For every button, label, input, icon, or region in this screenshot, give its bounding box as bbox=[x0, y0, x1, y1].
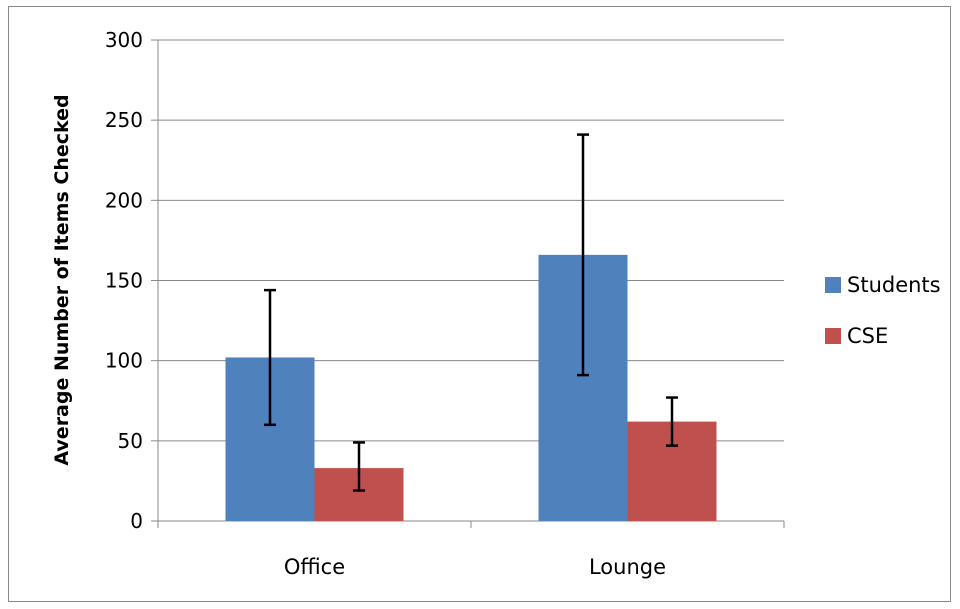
legend-label: CSE bbox=[847, 324, 888, 348]
y-tick-label: 200 bbox=[105, 188, 143, 212]
legend-swatch bbox=[825, 328, 841, 344]
y-axis-title: Average Number of Items Checked bbox=[51, 94, 73, 465]
error-bar-students-lounge bbox=[577, 133, 589, 377]
y-tick-labels: 0 50 100 150 200 250 300 bbox=[105, 28, 143, 533]
legend-item-cse: CSE bbox=[825, 324, 888, 348]
y-tick-label: 250 bbox=[105, 108, 143, 132]
error-bar-cse-office bbox=[353, 441, 365, 492]
y-tick-label: 0 bbox=[130, 509, 143, 533]
y-tick-label: 150 bbox=[105, 269, 143, 293]
legend-label: Students bbox=[847, 273, 941, 297]
y-tick-label: 100 bbox=[105, 349, 143, 373]
error-bar-cse-lounge bbox=[666, 396, 678, 447]
y-tick-label: 300 bbox=[105, 28, 143, 52]
y-tick-label: 50 bbox=[118, 429, 143, 453]
error-bars bbox=[264, 133, 678, 492]
bars bbox=[225, 254, 717, 521]
x-category-label: Office bbox=[284, 555, 345, 579]
x-category-labels: Office Lounge bbox=[284, 555, 666, 579]
error-bar-students-office bbox=[264, 288, 276, 427]
legend: Students CSE bbox=[825, 273, 941, 348]
legend-item-students: Students bbox=[825, 273, 941, 297]
legend-swatch bbox=[825, 277, 841, 293]
chart-frame bbox=[8, 6, 951, 602]
x-category-label: Lounge bbox=[589, 555, 666, 579]
